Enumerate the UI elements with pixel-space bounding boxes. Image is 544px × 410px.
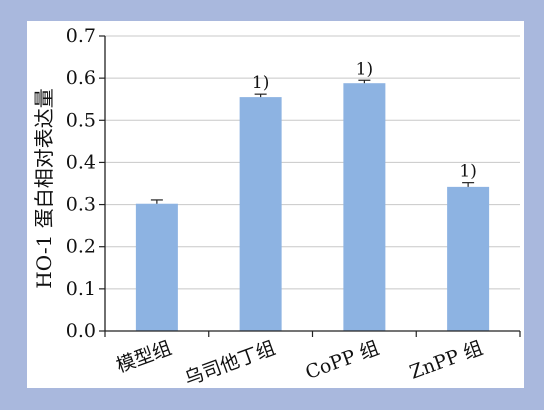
significance-label: 1) [252,73,269,93]
y-tick-label: 0.5 [66,109,96,131]
bar [447,186,490,331]
y-tick-label: 0.7 [66,25,96,47]
y-tick-label: 0.4 [66,151,96,173]
y-tick-label: 0.1 [66,278,96,300]
bar [343,83,386,331]
y-tick-label: 0.6 [66,67,96,89]
bar [135,203,178,331]
y-tick-label: 0.0 [66,320,96,342]
axes [99,35,521,337]
y-tick-label: 0.2 [66,236,96,258]
bar [239,97,282,331]
bars [135,79,490,331]
significance-label: 1) [459,162,476,182]
y-axis-title: HO-1 蛋白相对表达量 [32,88,56,288]
significance-label: 1) [356,59,373,79]
y-tick-label: 0.3 [66,194,96,216]
